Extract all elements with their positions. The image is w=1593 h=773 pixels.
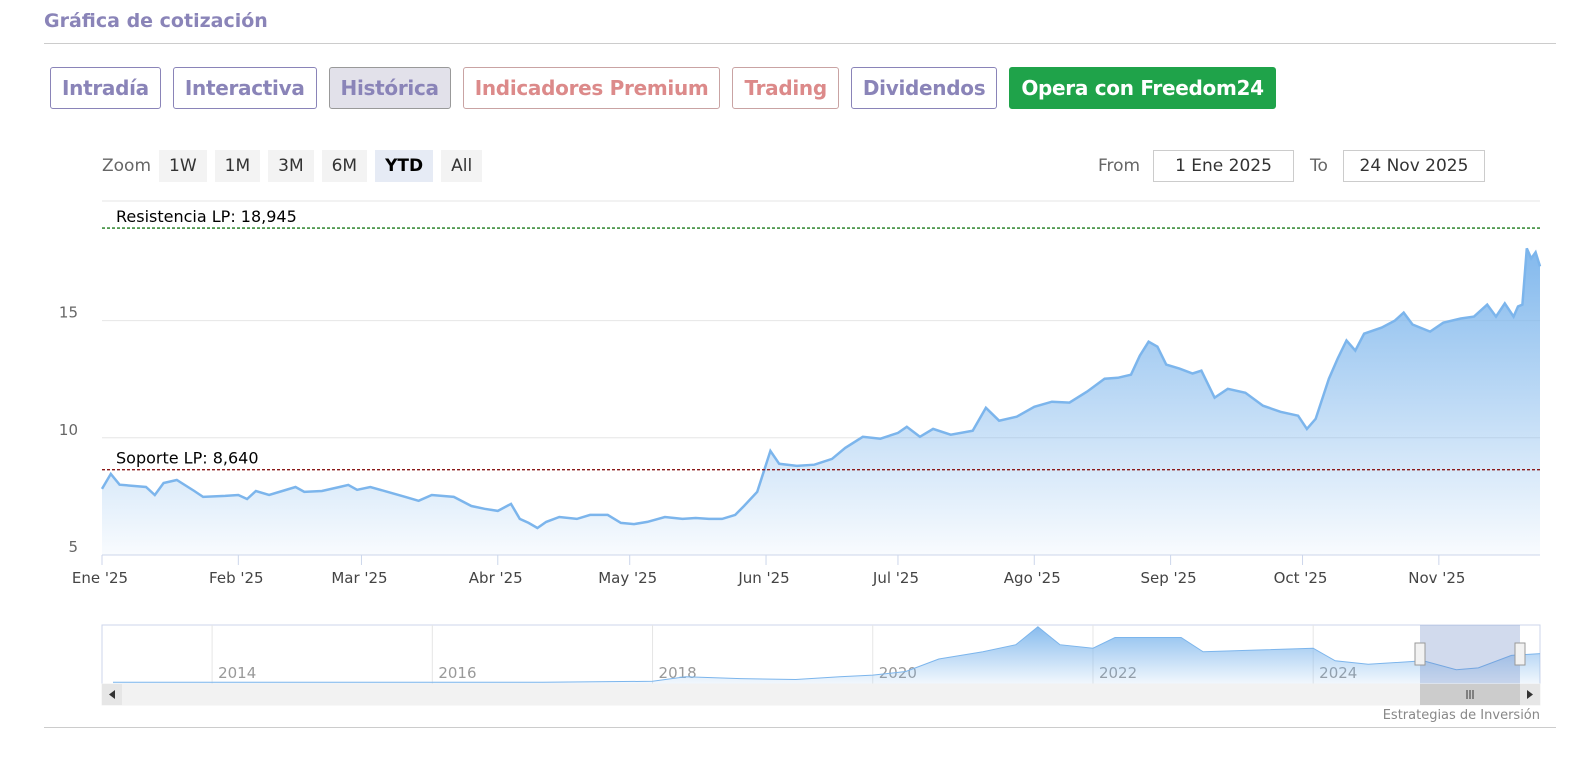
from-input[interactable]: 1 Ene 2025 xyxy=(1153,150,1294,182)
x-tick-label: Sep '25 xyxy=(1140,569,1196,587)
tab[interactable]: Indicadores Premium xyxy=(462,67,721,109)
tab-bar: Intradía Interactiva Histórica Indicador… xyxy=(50,67,1276,109)
tab[interactable]: Intradía xyxy=(50,67,161,109)
zoom-bar: Zoom 1W 1M 3M 6M YTD All xyxy=(102,150,483,182)
section-title: Gráfica de cotización xyxy=(44,10,268,32)
x-tick-label: Feb '25 xyxy=(209,569,264,587)
tab[interactable]: Trading xyxy=(732,67,839,109)
navigator-handle xyxy=(1414,642,1426,666)
zoom-label: Zoom xyxy=(102,156,152,176)
zoom-button[interactable]: 1W xyxy=(159,150,207,182)
credits: Estrategias de Inversión xyxy=(1383,708,1540,723)
arrow-right xyxy=(1527,690,1533,699)
navigator-line xyxy=(113,626,1541,683)
navigator-handle xyxy=(1514,642,1526,666)
zoom-button[interactable]: 1M xyxy=(214,150,261,182)
x-tick-label: Jun '25 xyxy=(737,569,789,587)
navigator-label: 2014 xyxy=(218,664,256,682)
y-tick-label: 15 xyxy=(59,304,78,322)
x-tick-label: Nov '25 xyxy=(1408,569,1465,587)
divider xyxy=(44,727,1556,728)
x-tick-label: Ago '25 xyxy=(1004,569,1061,587)
scrollbar-track xyxy=(101,683,1541,706)
line xyxy=(100,247,1542,530)
x-tick-label: Oct '25 xyxy=(1274,569,1328,587)
annotation-label: Resistencia LP: 18,945 xyxy=(116,207,297,226)
navigator-area xyxy=(113,626,1540,684)
from-label: From xyxy=(1098,156,1141,176)
annotation-label: Soporte LP: 8,640 xyxy=(116,449,259,468)
arrow-left xyxy=(109,690,115,699)
tab[interactable]: Dividendos xyxy=(850,67,998,109)
zoom-button[interactable]: 6M xyxy=(321,150,368,182)
x-tick-label: May '25 xyxy=(598,569,657,587)
x-tick-label: Abr '25 xyxy=(469,569,523,587)
tab[interactable]: Histórica xyxy=(328,67,451,109)
thumb-grip xyxy=(1466,690,1474,699)
y-tick-label: 10 xyxy=(59,421,78,439)
area xyxy=(102,248,1540,555)
navigator-label: 2016 xyxy=(438,664,476,682)
zoom-button[interactable]: All xyxy=(441,150,483,182)
x-tick-label: Mar '25 xyxy=(331,569,387,587)
to-input[interactable]: 24 Nov 2025 xyxy=(1343,150,1485,182)
divider xyxy=(44,43,1556,44)
x-tick-label: Ene '25 xyxy=(72,569,128,587)
navigator-selection xyxy=(1420,625,1520,684)
y-tick-label: 5 xyxy=(68,538,78,556)
tab[interactable]: Interactiva xyxy=(172,67,317,109)
cta-button[interactable]: Opera con Freedom24 xyxy=(1009,67,1276,109)
zoom-button[interactable]: YTD xyxy=(375,150,434,182)
zoom-button[interactable]: 3M xyxy=(268,150,314,182)
to-label: To xyxy=(1310,156,1328,176)
x-tick-label: Jul '25 xyxy=(872,569,919,587)
